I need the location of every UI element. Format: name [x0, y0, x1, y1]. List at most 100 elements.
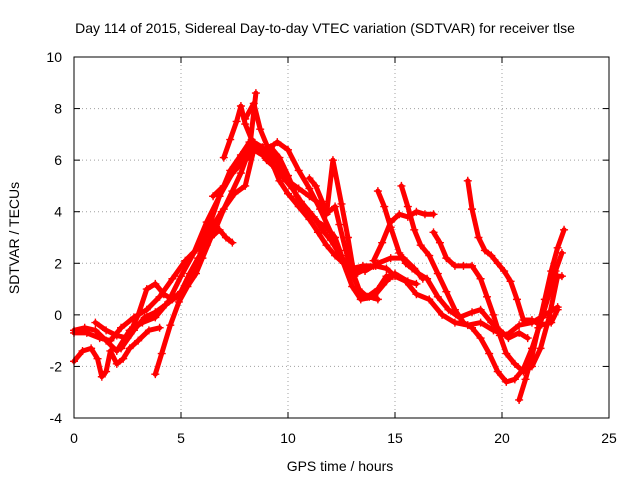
series-sat-f [305, 156, 382, 304]
data-point [388, 272, 397, 281]
y-tick-label: 6 [54, 152, 62, 168]
series-line [375, 188, 531, 341]
data-point [523, 334, 532, 343]
data-point [273, 158, 282, 167]
data-point [125, 344, 134, 353]
data-point [305, 215, 314, 224]
data-series [70, 89, 569, 404]
data-point [228, 238, 237, 247]
series-sat-b [70, 143, 427, 345]
data-point [412, 290, 421, 299]
data-point [506, 277, 515, 286]
data-point [350, 272, 359, 281]
y-tick-label: 4 [54, 204, 62, 220]
data-point [87, 344, 96, 353]
data-point [476, 334, 485, 343]
data-point [232, 117, 241, 126]
data-point [429, 228, 438, 237]
data-point [534, 323, 543, 332]
data-point [155, 323, 164, 332]
data-point [151, 308, 160, 317]
series-line [210, 139, 377, 271]
data-point [504, 334, 513, 343]
data-point [106, 336, 115, 345]
data-point [536, 344, 545, 353]
data-point [322, 241, 331, 250]
data-point [474, 233, 483, 242]
data-point [82, 328, 91, 337]
data-point [527, 316, 536, 325]
data-point [236, 169, 245, 178]
data-point [206, 233, 215, 242]
data-point [502, 349, 511, 358]
data-point [305, 174, 314, 183]
series-line [516, 227, 567, 403]
axis-ticks: 0 5 10 15 20 25 -4 -2 0 2 4 6 8 10 [46, 49, 617, 446]
data-point [331, 251, 340, 260]
data-point [241, 120, 250, 129]
y-tick-label: 2 [54, 255, 62, 271]
series-sat-l [515, 225, 569, 404]
y-tick-label: 8 [54, 101, 62, 117]
x-axis-label: GPS time / hours [287, 458, 394, 474]
data-point [510, 359, 519, 368]
series-sat-g [369, 207, 438, 265]
data-point [435, 238, 444, 247]
y-tick-label: -2 [50, 358, 63, 374]
data-point [78, 346, 87, 355]
data-point [198, 254, 207, 263]
data-point [305, 192, 314, 201]
data-point [459, 261, 468, 270]
data-point [489, 310, 498, 319]
data-point [305, 184, 314, 193]
data-point [219, 153, 228, 162]
data-point [226, 135, 235, 144]
data-point [483, 292, 492, 301]
y-tick-label: -4 [50, 410, 63, 426]
data-point [221, 233, 230, 242]
data-point [151, 279, 160, 288]
data-point [373, 285, 382, 294]
data-point [313, 228, 322, 237]
data-point [373, 187, 382, 196]
data-point [331, 202, 340, 211]
data-point [468, 261, 477, 270]
data-point [540, 295, 549, 304]
data-point [117, 323, 126, 332]
data-point [429, 210, 438, 219]
data-point [134, 310, 143, 319]
data-point [296, 197, 305, 206]
data-point [373, 295, 382, 304]
data-point [142, 305, 151, 314]
data-point [91, 318, 100, 327]
series-line [221, 103, 255, 161]
series-sat-j [429, 228, 566, 376]
y-tick-label: 0 [54, 307, 62, 323]
data-point [442, 287, 451, 296]
data-point [305, 207, 314, 216]
x-tick-label: 15 [387, 430, 403, 446]
series-line [71, 144, 426, 344]
data-point [512, 295, 521, 304]
data-point [423, 274, 432, 283]
data-point [322, 210, 331, 219]
data-point [247, 135, 256, 144]
data-point [547, 267, 556, 276]
data-point [386, 254, 395, 263]
data-point [343, 233, 352, 242]
data-point [166, 321, 175, 330]
data-point [294, 184, 303, 193]
data-point [386, 223, 395, 232]
data-point [401, 277, 410, 286]
data-point [527, 352, 536, 361]
data-point [119, 354, 128, 363]
data-point [442, 254, 451, 263]
series-sat-p [219, 101, 256, 162]
data-point [284, 176, 292, 185]
plot-frame [73, 56, 610, 419]
data-point [191, 269, 200, 278]
x-tick-label: 5 [177, 430, 185, 446]
data-point [493, 367, 502, 376]
data-point [331, 233, 340, 242]
